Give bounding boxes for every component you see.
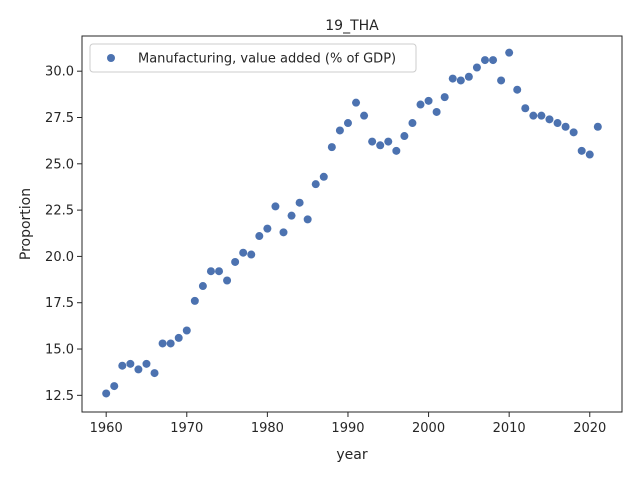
data-point (432, 107, 441, 116)
data-point (295, 198, 304, 207)
x-tick-label: 1990 (331, 421, 364, 436)
data-point (126, 359, 135, 368)
data-point (279, 228, 288, 237)
data-point (553, 119, 562, 128)
data-point (585, 150, 594, 159)
data-point (198, 282, 207, 291)
data-point (537, 111, 546, 120)
data-point (400, 132, 409, 141)
data-point (102, 389, 111, 398)
data-point (497, 76, 506, 85)
data-point (440, 93, 449, 102)
data-point (319, 172, 328, 181)
data-point (190, 296, 199, 305)
data-point (206, 267, 215, 276)
data-point (472, 63, 481, 72)
data-point (287, 211, 296, 220)
x-axis-label: year (336, 447, 367, 463)
data-point (327, 143, 336, 152)
data-point (521, 104, 530, 113)
legend-label: Manufacturing, value added (% of GDP) (138, 52, 396, 67)
data-point (255, 232, 264, 241)
data-point (480, 56, 489, 65)
y-tick-label: 30.0 (45, 65, 74, 80)
plot-area (102, 48, 602, 398)
data-point (150, 369, 159, 378)
data-point (464, 72, 473, 81)
x-tick-label: 1970 (170, 421, 203, 436)
data-point (134, 365, 143, 374)
data-point (271, 202, 280, 211)
x-tick-label: 2010 (493, 421, 526, 436)
data-point (489, 56, 498, 65)
chart-title: 19_THA (325, 18, 379, 34)
data-point (424, 96, 433, 105)
data-point (593, 122, 602, 131)
data-point (384, 137, 393, 146)
data-point (118, 361, 127, 370)
data-point (456, 76, 465, 85)
y-tick-label: 17.5 (45, 296, 74, 311)
x-tick-label: 2000 (412, 421, 445, 436)
data-point (182, 326, 191, 335)
data-point (529, 111, 538, 120)
y-tick-label: 25.0 (45, 157, 74, 172)
y-axis-label: Proportion (18, 188, 34, 260)
data-point (166, 339, 175, 348)
data-point (303, 215, 312, 224)
data-point (513, 85, 522, 94)
data-point (392, 146, 401, 155)
data-point (448, 74, 457, 83)
data-point (263, 224, 272, 233)
data-point (360, 111, 369, 120)
data-point (505, 48, 514, 57)
y-tick-label: 20.0 (45, 250, 74, 265)
data-point (239, 248, 248, 257)
data-point (311, 180, 320, 189)
data-point (368, 137, 377, 146)
legend-box (89, 43, 417, 73)
data-point (158, 339, 167, 348)
y-tick-label: 22.5 (45, 204, 74, 219)
x-tick-label: 2020 (573, 421, 606, 436)
y-tick-label: 12.5 (45, 389, 74, 404)
legend: Manufacturing, value added (% of GDP) (89, 43, 417, 73)
legend-marker (107, 54, 115, 62)
data-point (561, 122, 570, 131)
data-point (577, 146, 586, 155)
data-point (335, 126, 344, 135)
y-tick-label: 15.0 (45, 343, 74, 358)
data-point (110, 382, 119, 391)
data-point (416, 100, 425, 109)
data-point (247, 250, 256, 259)
data-point (352, 98, 361, 107)
data-point (408, 119, 417, 128)
data-point (174, 333, 183, 342)
x-tick-label: 1980 (251, 421, 284, 436)
x-axis: 1960 1970 1980 1990 2000 2010 2020 (90, 412, 606, 436)
plot-frame (81, 35, 623, 413)
y-axis: 12.5 15.0 17.5 20.0 22.5 25.0 27.5 30.0 (45, 65, 82, 404)
data-point (376, 141, 385, 150)
data-point (343, 119, 352, 128)
data-point (223, 276, 232, 285)
y-tick-label: 27.5 (45, 111, 74, 126)
data-point (569, 128, 578, 137)
data-point (545, 115, 554, 124)
data-point (142, 359, 151, 368)
data-point (231, 257, 240, 266)
x-tick-label: 1960 (90, 421, 123, 436)
data-point (215, 267, 224, 276)
